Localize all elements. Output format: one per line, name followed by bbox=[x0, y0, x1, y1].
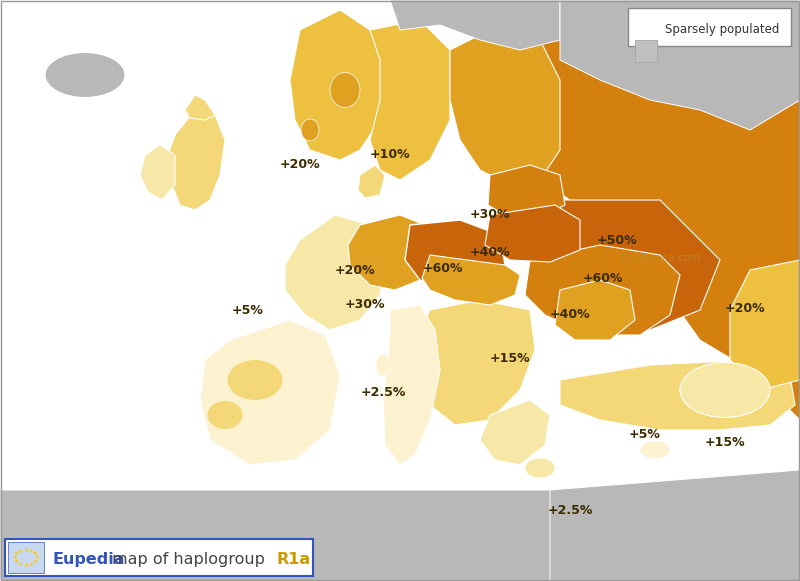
Text: Sparsely populated: Sparsely populated bbox=[665, 23, 779, 35]
Text: ★: ★ bbox=[33, 551, 38, 556]
Ellipse shape bbox=[301, 119, 319, 141]
Polygon shape bbox=[358, 165, 385, 198]
Text: +5%: +5% bbox=[629, 429, 661, 442]
Text: ★: ★ bbox=[14, 551, 19, 556]
Polygon shape bbox=[560, 360, 795, 430]
Text: +15%: +15% bbox=[490, 352, 530, 364]
Polygon shape bbox=[348, 215, 430, 290]
Polygon shape bbox=[285, 215, 385, 330]
Text: ★: ★ bbox=[23, 547, 29, 553]
Text: R1a: R1a bbox=[276, 552, 310, 567]
Polygon shape bbox=[450, 30, 560, 185]
Polygon shape bbox=[185, 95, 215, 120]
Text: ★: ★ bbox=[18, 548, 23, 554]
Polygon shape bbox=[550, 470, 800, 581]
Text: © Eupedia.com: © Eupedia.com bbox=[619, 253, 701, 263]
Text: ★: ★ bbox=[33, 559, 38, 564]
Text: +40%: +40% bbox=[550, 309, 590, 321]
Text: +2.5%: +2.5% bbox=[547, 504, 593, 517]
Text: +40%: +40% bbox=[470, 246, 510, 260]
Polygon shape bbox=[488, 165, 565, 218]
Ellipse shape bbox=[45, 52, 125, 98]
Polygon shape bbox=[168, 110, 225, 210]
Text: ★: ★ bbox=[34, 555, 39, 560]
Text: +2.5%: +2.5% bbox=[360, 386, 406, 400]
Polygon shape bbox=[405, 220, 505, 290]
Text: +15%: +15% bbox=[705, 436, 746, 450]
Text: +60%: +60% bbox=[582, 271, 623, 285]
Polygon shape bbox=[415, 300, 535, 425]
Polygon shape bbox=[290, 10, 390, 160]
Text: ★: ★ bbox=[29, 548, 34, 554]
Polygon shape bbox=[480, 400, 550, 465]
Text: +30%: +30% bbox=[345, 299, 386, 311]
Polygon shape bbox=[520, 0, 800, 420]
Polygon shape bbox=[730, 260, 800, 390]
Text: +50%: +50% bbox=[597, 234, 638, 246]
Text: +20%: +20% bbox=[280, 159, 320, 171]
Text: +30%: +30% bbox=[470, 209, 510, 221]
Polygon shape bbox=[485, 205, 580, 262]
Polygon shape bbox=[140, 145, 175, 200]
Polygon shape bbox=[525, 245, 680, 335]
Polygon shape bbox=[200, 320, 340, 465]
Bar bbox=[8, 542, 44, 573]
Ellipse shape bbox=[525, 458, 555, 478]
Polygon shape bbox=[390, 0, 560, 50]
Text: +20%: +20% bbox=[725, 302, 766, 314]
Ellipse shape bbox=[227, 360, 282, 400]
Polygon shape bbox=[560, 0, 800, 130]
Text: ★: ★ bbox=[13, 555, 18, 560]
Ellipse shape bbox=[640, 441, 670, 459]
Ellipse shape bbox=[680, 363, 770, 418]
Polygon shape bbox=[383, 305, 440, 465]
Ellipse shape bbox=[376, 354, 390, 376]
Polygon shape bbox=[530, 200, 720, 330]
Polygon shape bbox=[370, 20, 450, 180]
FancyBboxPatch shape bbox=[628, 8, 791, 46]
Text: +5%: +5% bbox=[232, 303, 264, 317]
Text: ★: ★ bbox=[14, 559, 19, 564]
Polygon shape bbox=[0, 490, 580, 581]
Text: map of haplogroup: map of haplogroup bbox=[112, 552, 265, 567]
Text: +10%: +10% bbox=[370, 149, 410, 162]
Text: ★: ★ bbox=[23, 562, 29, 568]
Text: +20%: +20% bbox=[334, 264, 375, 277]
Text: Eupedia: Eupedia bbox=[53, 552, 126, 567]
Polygon shape bbox=[555, 280, 635, 340]
Text: ★: ★ bbox=[18, 561, 23, 566]
Ellipse shape bbox=[207, 401, 242, 429]
Text: ★: ★ bbox=[29, 561, 34, 566]
Polygon shape bbox=[422, 255, 520, 305]
Text: +60%: +60% bbox=[422, 261, 463, 274]
FancyBboxPatch shape bbox=[5, 539, 313, 576]
Ellipse shape bbox=[330, 73, 360, 107]
Bar bbox=[635, 40, 657, 62]
